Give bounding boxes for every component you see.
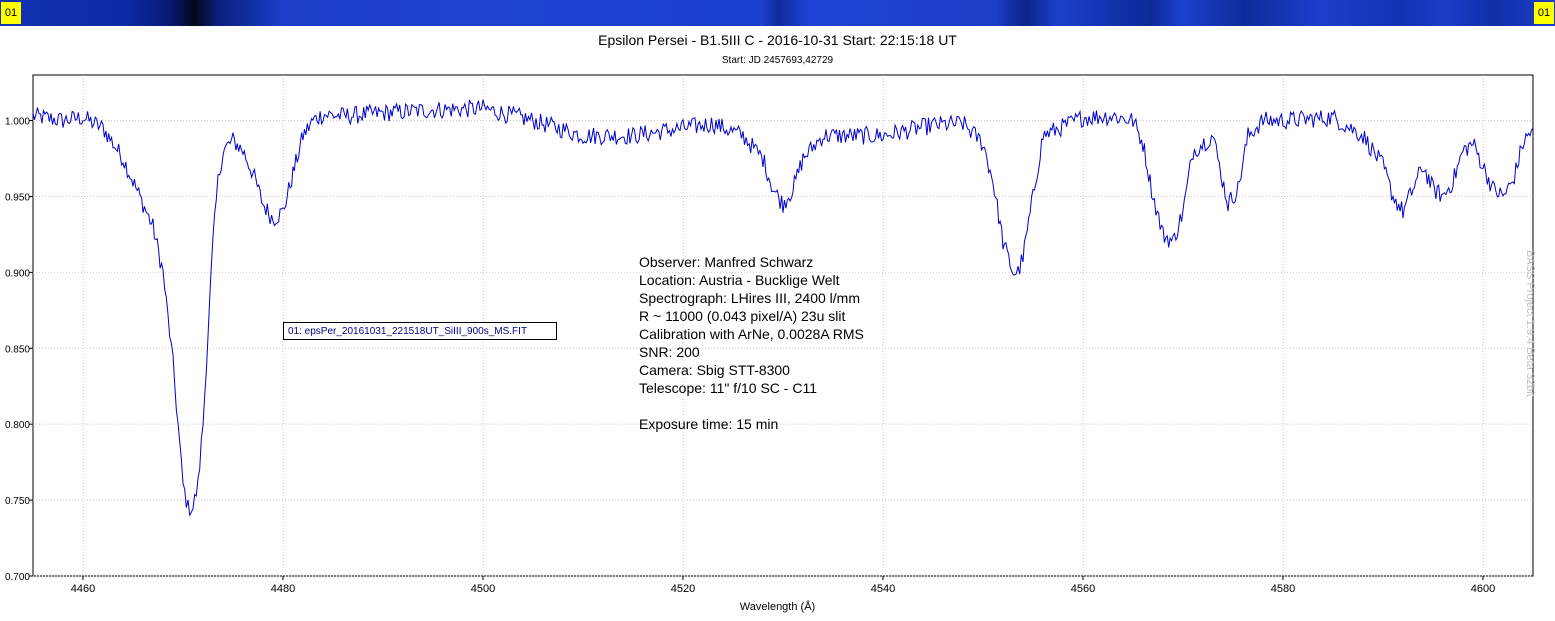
annotation-line: R ~ 11000 (0.043 pixel/A) 23u slit	[639, 308, 846, 324]
annotation-line: Spectrograph: LHires III, 2400 l/mm	[639, 290, 860, 306]
x-tick-label: 4500	[471, 583, 495, 595]
spectrum-series-line	[32, 99, 1534, 517]
annotation-line: SNR: 200	[639, 344, 700, 360]
y-tick-label: 0.950	[5, 192, 30, 203]
x-tick-label: 4460	[71, 583, 95, 595]
axis-ticks: 4460 4480 4500 4520 4540 4560 4580 4600 0.700 0.7…	[5, 117, 1495, 595]
x-tick-label: 4540	[871, 583, 895, 595]
y-tick-label: 0.750	[5, 496, 30, 507]
y-tick-label: 1.000	[5, 117, 30, 128]
corner-label-left: 01	[1, 2, 21, 24]
legend-entry[interactable]: 01: epsPer_20161031_221518UT_SiIII_900s_…	[283, 322, 557, 340]
software-watermark: BASS Project 1.9.4 Beta 32bit	[1524, 250, 1536, 397]
chart-subtitle: Start: JD 2457693,42729	[721, 55, 834, 66]
x-axis-label: Wavelength (Å)	[739, 601, 816, 613]
x-tick-label: 4580	[1271, 583, 1295, 595]
y-tick-label: 0.700	[5, 572, 30, 583]
chart-title: Epsilon Persei - B1.5III C - 2016-10-31 …	[598, 32, 957, 48]
series-layer	[32, 99, 1534, 517]
annotation-line: Telescope: 11" f/10 SC - C11	[639, 380, 817, 396]
annotation-line: Location: Austria - Bucklige Welt	[639, 272, 840, 288]
annotation-line: Exposure time: 15 min	[639, 416, 779, 432]
y-tick-label: 0.850	[5, 344, 30, 355]
y-tick-label: 0.800	[5, 420, 30, 431]
x-tick-label: 4600	[1471, 583, 1495, 595]
top-color-strip: 01 01	[0, 0, 1555, 26]
annotation-line: Camera: Sbig STT-8300	[639, 362, 790, 378]
annotation-line: Observer: Manfred Schwarz	[639, 254, 814, 270]
annotation-line: Calibration with ArNe, 0.0028A RMS	[639, 326, 864, 342]
x-tick-label: 4560	[1071, 583, 1095, 595]
corner-label-right: 01	[1534, 2, 1554, 24]
annotation-line	[639, 397, 864, 415]
x-tick-label: 4480	[271, 583, 295, 595]
spectrum-strip	[0, 0, 1555, 26]
grid-lines	[33, 75, 1533, 577]
annotation-block: Observer: Manfred Schwarz Location: Austr…	[639, 253, 864, 433]
x-tick-label: 4520	[671, 583, 695, 595]
y-tick-label: 0.900	[5, 268, 30, 279]
